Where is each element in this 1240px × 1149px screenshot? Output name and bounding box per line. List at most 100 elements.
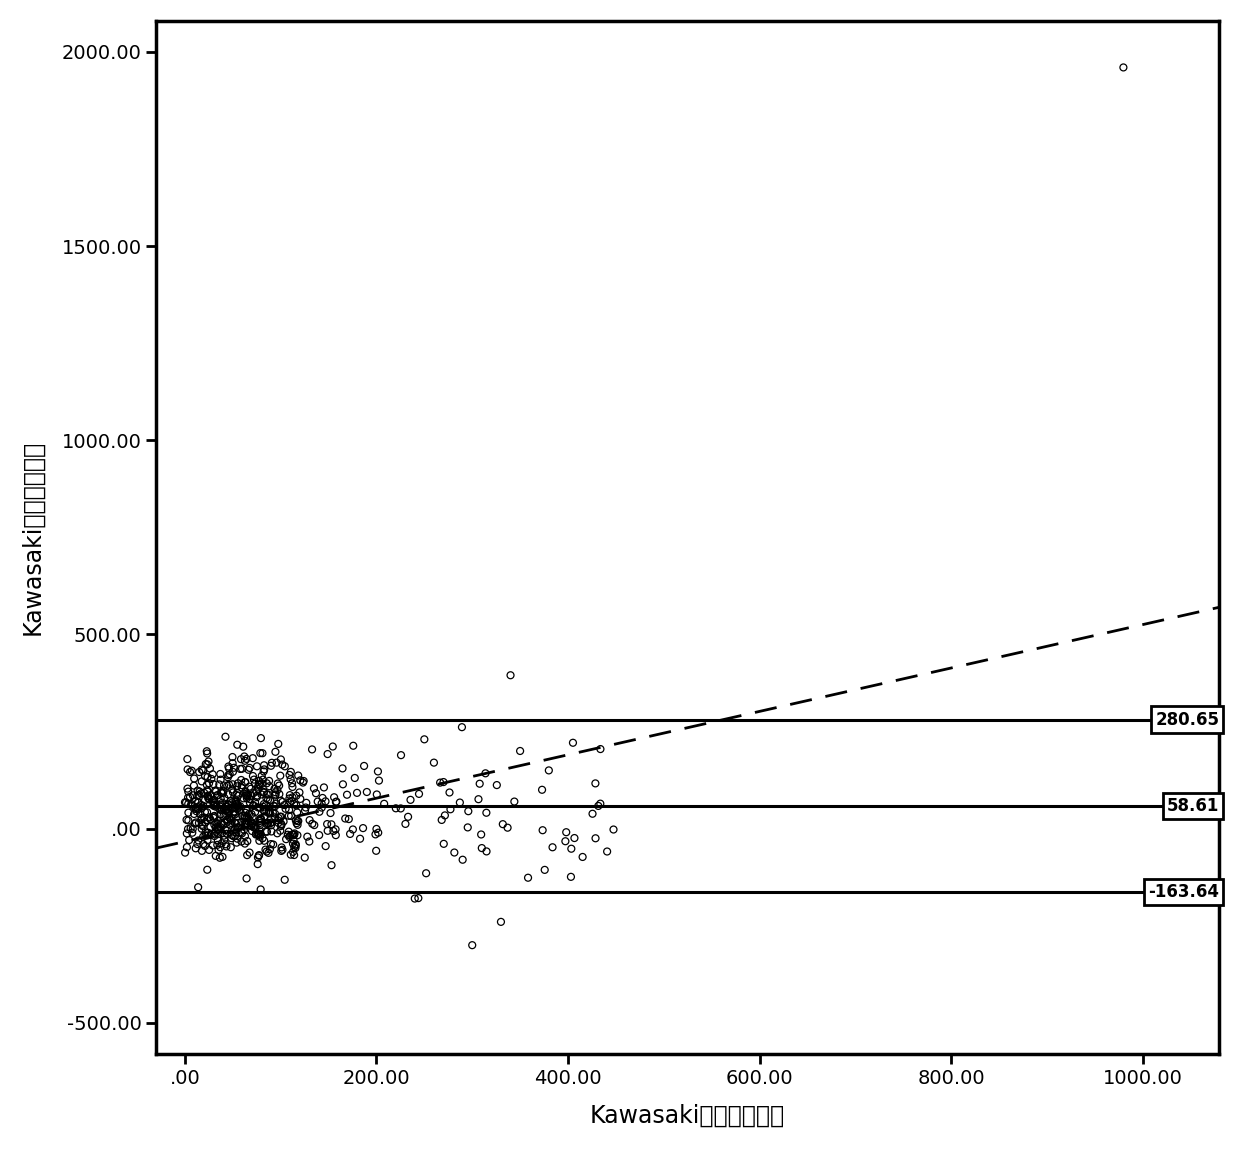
Point (188, 794, 208, 812)
Point (215, 826, 234, 845)
Point (252, 810, 272, 828)
Point (278, 826, 298, 845)
Point (270, 822, 290, 840)
Point (226, 793, 246, 811)
Point (598, 842, 618, 861)
Point (248, 855, 268, 873)
Point (211, 797, 231, 816)
Point (300, 811, 320, 830)
Point (275, 757, 295, 776)
Text: 58.61: 58.61 (1167, 797, 1219, 815)
Point (265, 784, 285, 802)
Point (227, 784, 247, 802)
Point (193, 796, 213, 815)
Point (249, 813, 269, 832)
Point (396, 815, 415, 833)
Point (314, 778, 334, 796)
Point (242, 817, 262, 835)
Point (391, 746, 410, 764)
Point (226, 803, 246, 822)
Point (226, 826, 246, 845)
Point (222, 800, 242, 818)
Point (268, 811, 288, 830)
Point (257, 785, 277, 803)
Point (309, 826, 329, 845)
Point (206, 782, 226, 801)
Point (518, 869, 538, 887)
Point (227, 800, 247, 818)
Point (472, 839, 492, 857)
Point (223, 805, 243, 824)
Point (221, 811, 241, 830)
Point (355, 757, 374, 776)
Point (246, 818, 265, 836)
Point (216, 797, 236, 816)
Point (237, 789, 257, 808)
Point (269, 809, 289, 827)
Point (263, 835, 283, 854)
Point (501, 666, 521, 685)
Point (471, 825, 491, 843)
Point (306, 784, 326, 802)
Point (207, 786, 227, 804)
Point (303, 815, 322, 833)
Point (539, 761, 559, 779)
Point (211, 796, 231, 815)
Point (453, 718, 472, 737)
Point (252, 766, 272, 785)
Point (222, 793, 242, 811)
Point (295, 801, 315, 819)
Point (228, 799, 248, 817)
Point (243, 796, 263, 815)
Point (265, 742, 285, 761)
Point (250, 810, 270, 828)
Point (269, 785, 289, 803)
Point (222, 748, 242, 766)
Point (223, 784, 243, 802)
Point (259, 772, 279, 791)
Point (241, 779, 260, 797)
Point (181, 819, 201, 838)
Point (272, 750, 291, 769)
Point (247, 757, 267, 776)
Point (262, 823, 281, 841)
Point (257, 823, 277, 841)
Point (247, 788, 267, 807)
Point (227, 796, 247, 815)
Point (463, 936, 482, 955)
Point (293, 773, 312, 792)
Point (573, 848, 593, 866)
Point (222, 809, 242, 827)
Point (188, 800, 208, 818)
Point (250, 743, 270, 762)
Point (182, 786, 202, 804)
Point (254, 832, 274, 850)
Point (221, 792, 241, 810)
Point (192, 761, 212, 779)
Point (562, 840, 582, 858)
Point (210, 820, 229, 839)
Point (212, 834, 232, 853)
Point (326, 793, 346, 811)
Point (188, 813, 208, 832)
Point (196, 755, 216, 773)
Point (250, 827, 270, 846)
Point (192, 842, 212, 861)
Point (224, 813, 244, 832)
Point (279, 807, 299, 825)
Point (208, 841, 228, 859)
Point (215, 777, 234, 795)
Point (186, 839, 206, 857)
Point (253, 830, 273, 848)
Point (286, 811, 306, 830)
Point (357, 782, 377, 801)
Point (290, 789, 310, 808)
Point (237, 801, 257, 819)
Point (200, 808, 219, 826)
Point (543, 838, 563, 856)
Point (277, 830, 296, 848)
Point (246, 803, 265, 822)
Point (219, 776, 239, 794)
Point (222, 780, 242, 799)
Point (218, 812, 238, 831)
